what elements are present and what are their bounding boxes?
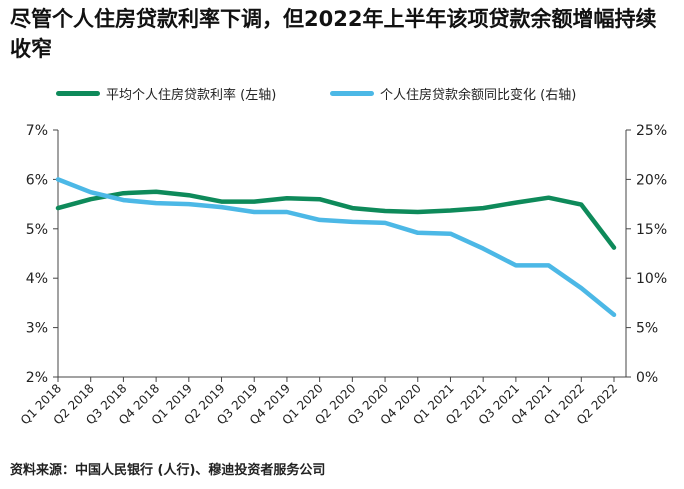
legend-swatch-interest-rate: [56, 91, 100, 96]
source-note: 资料来源：中国人民银行 (人行)、穆迪投资者服务公司: [10, 463, 326, 478]
legend: 平均个人住房贷款利率 (左轴) 个人住房贷款余额同比变化 (右轴): [0, 84, 684, 108]
right-axis-tick-label: 5%: [636, 321, 658, 337]
right-axis-tick-label: 25%: [636, 123, 667, 139]
left-axis-tick-label: 3%: [26, 321, 48, 337]
legend-item-interest-rate: 平均个人住房贷款利率 (左轴): [56, 84, 276, 103]
left-axis-tick-label: 5%: [26, 222, 48, 238]
right-axis-tick-label: 20%: [636, 172, 667, 188]
legend-label-interest-rate: 平均个人住房贷款利率 (左轴): [106, 88, 277, 103]
series-line-loan-growth: [55, 177, 617, 318]
right-axis-tick-label: 15%: [636, 222, 667, 238]
left-axis-tick-label: 2%: [26, 370, 48, 386]
left-axis-tick-label: 7%: [26, 123, 48, 139]
legend-swatch-loan-growth: [330, 91, 374, 96]
left-axis-tick-label: 4%: [26, 271, 48, 287]
chart-title: 尽管个人住房贷款利率下调，但2022年上半年该项贷款余额增幅持续收窄: [10, 7, 657, 61]
right-axis-tick-label: 10%: [636, 271, 667, 287]
series-line-interest-rate: [55, 189, 617, 250]
legend-item-loan-growth: 个人住房贷款余额同比变化 (右轴): [330, 84, 576, 103]
right-axis-tick-label: 0%: [636, 370, 658, 386]
left-axis-tick-label: 6%: [26, 172, 48, 188]
legend-label-loan-growth: 个人住房贷款余额同比变化 (右轴): [380, 88, 577, 103]
